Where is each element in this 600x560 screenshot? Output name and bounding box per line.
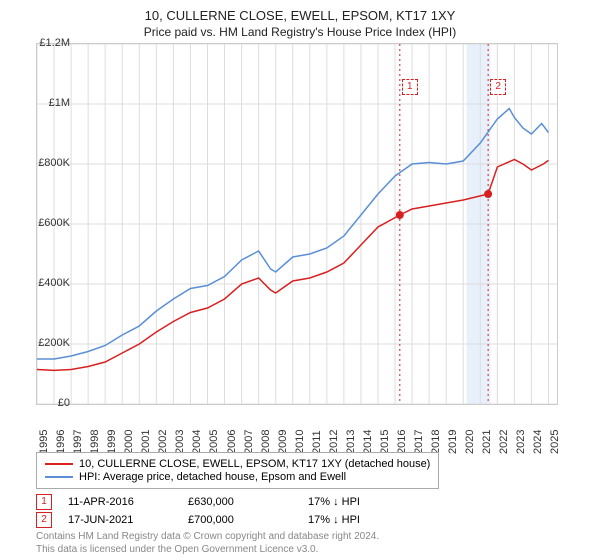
- x-tick-label: 2005: [208, 430, 220, 454]
- sale-change: 17% ↓ HPI: [308, 496, 428, 508]
- legend-label: 10, CULLERNE CLOSE, EWELL, EPSOM, KT17 1…: [79, 458, 430, 470]
- legend-swatch: [45, 463, 73, 465]
- chart-subtitle: Price paid vs. HM Land Registry's House …: [0, 23, 600, 43]
- x-tick-label: 2019: [447, 430, 459, 454]
- chart-title: 10, CULLERNE CLOSE, EWELL, EPSOM, KT17 1…: [0, 0, 600, 23]
- sales-table: 1 11-APR-2016£630,00017% ↓ HPI 2 17-JUN-202…: [36, 492, 428, 530]
- sale-date: 17-JUN-2021: [68, 514, 188, 526]
- chart-svg: [36, 43, 558, 405]
- y-tick-label: £1.2M: [30, 37, 70, 49]
- x-axis-labels: 1995199619971998199920002001200220032004…: [36, 410, 556, 450]
- x-tick-label: 2010: [294, 430, 306, 454]
- sale-price: £630,000: [188, 496, 308, 508]
- x-tick-label: 2018: [430, 430, 442, 454]
- footer-line-1: Contains HM Land Registry data © Crown c…: [36, 530, 379, 543]
- x-tick-label: 2015: [379, 430, 391, 454]
- chart-area: £0£200K£400K£600K£800K£1M£1.2M 12: [36, 43, 596, 403]
- x-tick-label: 2001: [140, 430, 152, 454]
- x-tick-label: 2021: [481, 430, 493, 454]
- sale-marker-box: 2: [36, 512, 52, 528]
- footer-line-2: This data is licensed under the Open Gov…: [36, 543, 379, 556]
- x-tick-label: 2009: [277, 430, 289, 454]
- y-tick-label: £0: [30, 397, 70, 409]
- x-tick-label: 1997: [72, 430, 84, 454]
- x-tick-label: 2025: [549, 430, 561, 454]
- x-tick-label: 2017: [413, 430, 425, 454]
- x-tick-label: 2003: [174, 430, 186, 454]
- legend-label: HPI: Average price, detached house, Epso…: [79, 471, 346, 483]
- legend-item: 10, CULLERNE CLOSE, EWELL, EPSOM, KT17 1…: [45, 458, 430, 470]
- x-tick-label: 1996: [55, 430, 67, 454]
- x-tick-label: 2006: [226, 430, 238, 454]
- x-tick-label: 2011: [311, 430, 323, 454]
- x-tick-label: 2014: [362, 430, 374, 454]
- sale-price: £700,000: [188, 514, 308, 526]
- legend-swatch: [45, 476, 73, 478]
- x-tick-label: 2022: [498, 430, 510, 454]
- sale-date: 11-APR-2016: [68, 496, 188, 508]
- footer: Contains HM Land Registry data © Crown c…: [36, 530, 379, 556]
- legend-item: HPI: Average price, detached house, Epso…: [45, 471, 430, 483]
- sale-row: 2 17-JUN-2021£700,00017% ↓ HPI: [36, 512, 428, 528]
- x-tick-label: 2024: [532, 430, 544, 454]
- x-tick-label: 2012: [328, 430, 340, 454]
- y-tick-label: £600K: [30, 217, 70, 229]
- x-tick-label: 2007: [243, 430, 255, 454]
- x-tick-label: 2008: [260, 430, 272, 454]
- sale-annotation-2: 2: [490, 79, 506, 95]
- x-tick-label: 2000: [123, 430, 135, 454]
- sale-marker-box: 1: [36, 494, 52, 510]
- sale-row: 1 11-APR-2016£630,00017% ↓ HPI: [36, 494, 428, 510]
- x-tick-label: 1999: [106, 430, 118, 454]
- y-tick-label: £800K: [30, 157, 70, 169]
- sale-annotation-1: 1: [402, 79, 418, 95]
- x-tick-label: 2013: [345, 430, 357, 454]
- x-tick-label: 2020: [464, 430, 476, 454]
- legend: 10, CULLERNE CLOSE, EWELL, EPSOM, KT17 1…: [36, 452, 439, 489]
- x-tick-label: 1998: [89, 430, 101, 454]
- y-tick-label: £200K: [30, 337, 70, 349]
- y-tick-label: £1M: [30, 97, 70, 109]
- x-tick-label: 2004: [191, 430, 203, 454]
- x-tick-label: 1995: [38, 430, 50, 454]
- x-tick-label: 2016: [396, 430, 408, 454]
- x-tick-label: 2023: [515, 430, 527, 454]
- sale-change: 17% ↓ HPI: [308, 514, 428, 526]
- y-tick-label: £400K: [30, 277, 70, 289]
- x-tick-label: 2002: [157, 430, 169, 454]
